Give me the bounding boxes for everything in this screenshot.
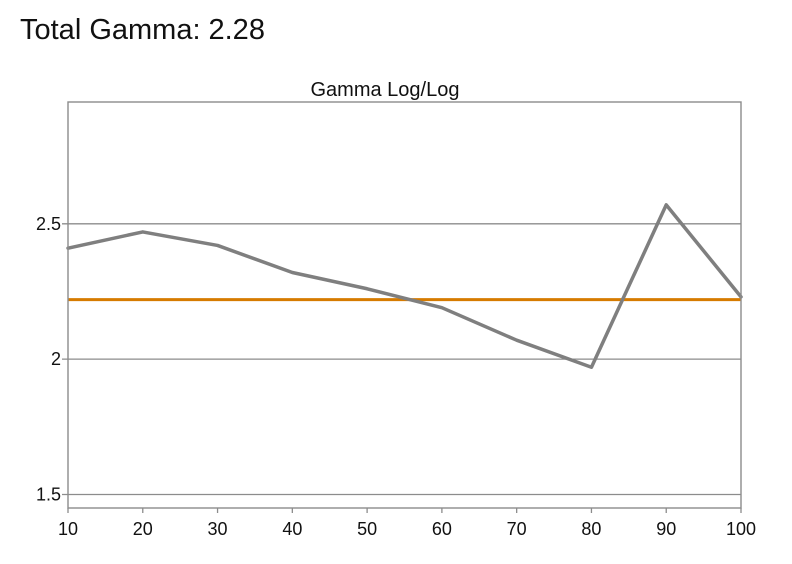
x-tick-label: 60 <box>432 519 452 539</box>
total-gamma-heading: Total Gamma: 2.28 <box>20 14 265 47</box>
gamma-data-point <box>216 244 219 247</box>
series-layer <box>66 203 743 370</box>
gamma-data-point <box>590 366 593 369</box>
gamma-data-point <box>665 203 668 207</box>
y-axis-ticks: 1.5 2 2.5 <box>36 214 61 505</box>
grid-lines <box>62 223 741 496</box>
x-tick-label: 80 <box>581 519 601 539</box>
gamma-data-point <box>291 271 294 274</box>
x-axis-ticks: 10 20 30 40 50 60 70 80 90 100 <box>58 508 756 539</box>
gamma-data-point <box>365 287 369 290</box>
y-tick-label: 2.5 <box>36 214 61 234</box>
x-tick-label: 100 <box>726 519 756 539</box>
gamma-data-point <box>440 306 444 309</box>
total-gamma-value: 2.28 <box>208 14 265 46</box>
gamma-series-line <box>66 203 743 370</box>
x-tick-label: 70 <box>507 519 527 539</box>
gamma-data-point <box>141 230 144 234</box>
plot-frame <box>67 101 742 509</box>
x-tick-label: 30 <box>208 519 228 539</box>
x-tick-label: 10 <box>58 519 78 539</box>
y-tick-label: 1.5 <box>36 484 61 504</box>
x-tick-label: 20 <box>133 519 153 539</box>
x-tick-label: 90 <box>656 519 676 539</box>
x-tick-label: 40 <box>282 519 302 539</box>
chart-title: Gamma Log/Log <box>311 79 460 101</box>
x-tick-label: 50 <box>357 519 377 539</box>
gamma-data-point <box>515 338 518 342</box>
y-tick-label: 2 <box>51 349 61 369</box>
total-gamma-label: Total Gamma: <box>20 14 201 46</box>
